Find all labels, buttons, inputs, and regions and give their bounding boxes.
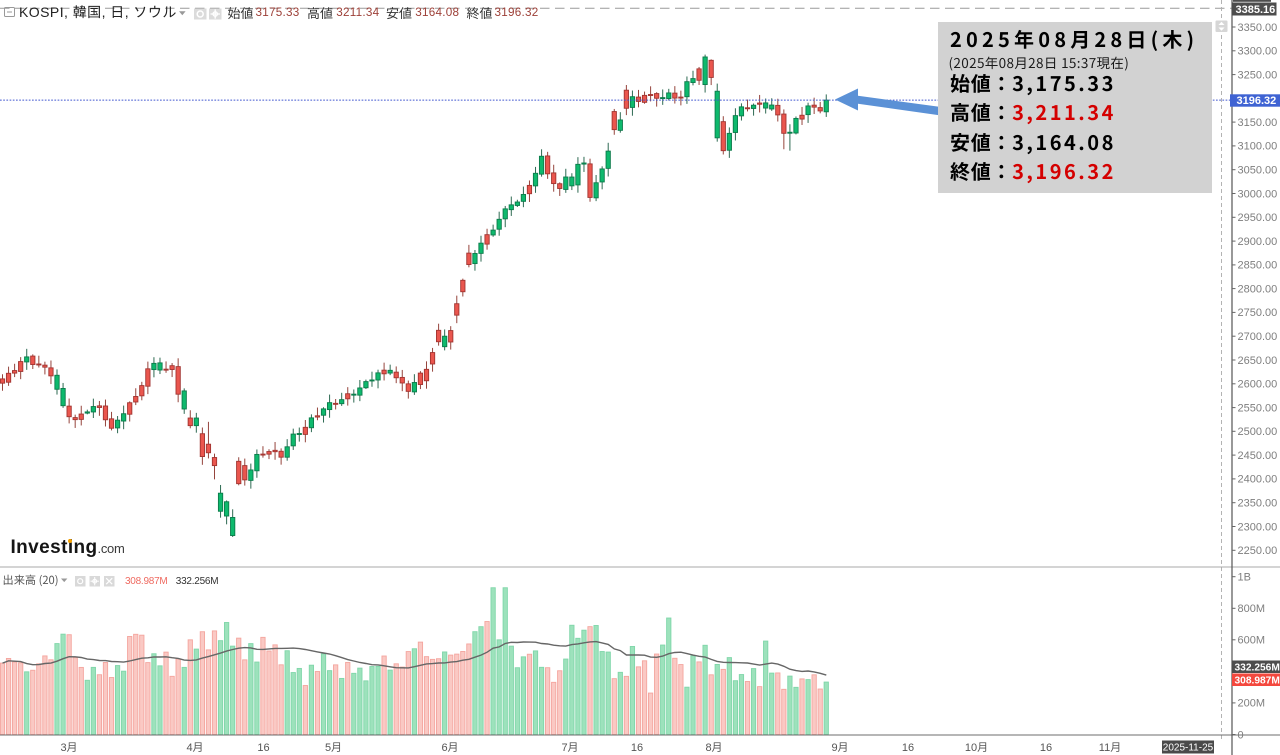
svg-text:3300.00: 3300.00 [1238, 46, 1278, 58]
svg-text:3050.00: 3050.00 [1238, 165, 1278, 177]
svg-text:3196.32: 3196.32 [1237, 95, 1277, 107]
svg-text:3000.00: 3000.00 [1238, 188, 1278, 200]
svg-text:0: 0 [1238, 729, 1244, 741]
svg-text:2250.00: 2250.00 [1238, 545, 1278, 557]
svg-text:7月: 7月 [561, 742, 578, 754]
svg-text:600M: 600M [1238, 635, 1266, 647]
svg-text:2850.00: 2850.00 [1238, 260, 1278, 272]
svg-text:800M: 800M [1238, 603, 1266, 615]
svg-text:2500.00: 2500.00 [1238, 426, 1278, 438]
svg-text:3350.00: 3350.00 [1238, 22, 1278, 34]
svg-text:3月: 3月 [60, 742, 77, 754]
svg-text:6月: 6月 [441, 742, 458, 754]
svg-text:3150.00: 3150.00 [1238, 117, 1278, 129]
svg-text:2450.00: 2450.00 [1238, 450, 1278, 462]
svg-text:2350.00: 2350.00 [1238, 498, 1278, 510]
svg-text:11月: 11月 [1099, 742, 1121, 754]
svg-text:2025-11-25: 2025-11-25 [1163, 743, 1214, 754]
svg-text:2700.00: 2700.00 [1238, 331, 1278, 343]
svg-text:308.987M: 308.987M [1235, 675, 1280, 686]
svg-text:9月: 9月 [831, 742, 848, 754]
svg-text:10月: 10月 [965, 742, 988, 754]
svg-text:5月: 5月 [325, 742, 342, 754]
svg-text:16: 16 [631, 742, 643, 754]
svg-text:3250.00: 3250.00 [1238, 69, 1278, 81]
svg-text:2900.00: 2900.00 [1238, 236, 1278, 248]
svg-text:332.256M: 332.256M [1235, 662, 1280, 673]
svg-text:2750.00: 2750.00 [1238, 307, 1278, 319]
svg-text:16: 16 [902, 742, 914, 754]
svg-text:4月: 4月 [186, 742, 203, 754]
svg-text:2400.00: 2400.00 [1238, 474, 1278, 486]
svg-text:2950.00: 2950.00 [1238, 212, 1278, 224]
svg-text:16: 16 [257, 742, 269, 754]
svg-text:2600.00: 2600.00 [1238, 379, 1278, 391]
svg-text:2650.00: 2650.00 [1238, 355, 1278, 367]
svg-text:8月: 8月 [705, 742, 722, 754]
svg-text:2550.00: 2550.00 [1238, 402, 1278, 414]
svg-text:200M: 200M [1238, 698, 1266, 710]
svg-text:2800.00: 2800.00 [1238, 283, 1278, 295]
svg-text:16: 16 [1040, 742, 1052, 754]
svg-text:1B: 1B [1238, 572, 1251, 584]
svg-text:2300.00: 2300.00 [1238, 521, 1278, 533]
svg-text:3385.16: 3385.16 [1236, 4, 1276, 16]
svg-text:3100.00: 3100.00 [1238, 141, 1278, 153]
